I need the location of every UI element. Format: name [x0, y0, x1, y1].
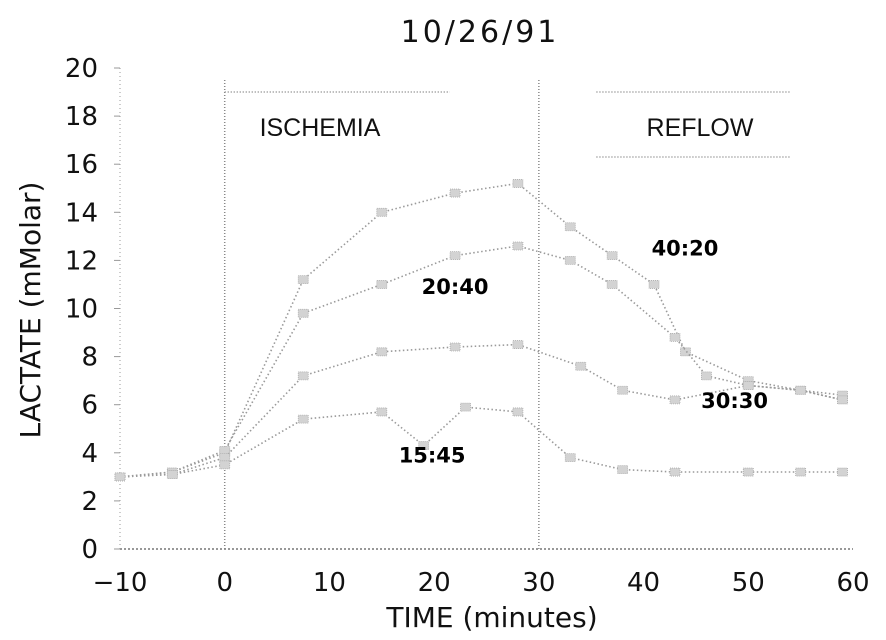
- y-tick-label: 20: [65, 54, 98, 84]
- data-point: [297, 371, 309, 381]
- y-tick-label: 4: [81, 439, 98, 469]
- data-point: [606, 251, 618, 260]
- data-point: [617, 385, 629, 395]
- y-tick-label: 0: [81, 535, 98, 565]
- data-point: [418, 441, 430, 450]
- data-point: [449, 188, 461, 198]
- y-tick-label: 8: [81, 343, 98, 373]
- data-point: [512, 340, 524, 349]
- y-tick-label: 16: [65, 150, 98, 180]
- data-point: [166, 470, 178, 479]
- y-tick-label: 6: [81, 391, 98, 421]
- data-point: [575, 361, 587, 371]
- x-tick-label: 10: [313, 568, 346, 598]
- x-tick-label: 20: [418, 568, 451, 598]
- series-label: 15:45: [399, 443, 466, 467]
- data-point: [297, 414, 309, 424]
- reflow-label: REFLOW: [647, 114, 754, 142]
- data-point: [114, 472, 126, 482]
- series-label: 40:20: [652, 237, 719, 261]
- y-axis-label: LACTATE (mMolar): [14, 182, 47, 439]
- data-point: [512, 179, 524, 188]
- data-point: [376, 280, 388, 289]
- data-point: [837, 395, 848, 405]
- x-tick-label: 0: [216, 568, 233, 598]
- x-tick-label: −10: [93, 568, 148, 598]
- data-point: [837, 467, 848, 477]
- data-point: [680, 347, 691, 357]
- data-point: [376, 207, 388, 217]
- data-point: [606, 280, 618, 289]
- data-point: [648, 280, 660, 289]
- x-axis-label: TIME (minutes): [385, 601, 597, 634]
- data-point: [512, 407, 524, 417]
- data-point: [449, 251, 461, 260]
- x-tick-label: 50: [732, 568, 765, 598]
- x-tick-label: 40: [627, 568, 660, 598]
- series-label: 30:30: [701, 389, 768, 413]
- data-point: [460, 402, 471, 412]
- data-point: [219, 453, 231, 463]
- data-point: [564, 222, 576, 232]
- data-point: [669, 467, 681, 477]
- data-point: [669, 395, 681, 405]
- data-point: [376, 407, 388, 417]
- data-point: [742, 467, 754, 477]
- x-tick-label: 60: [836, 568, 869, 598]
- data-point: [297, 308, 309, 318]
- chart-title: 10/26/91: [401, 15, 560, 50]
- data-point: [669, 332, 681, 342]
- data-point: [742, 381, 754, 390]
- data-point: [449, 342, 461, 352]
- y-tick-label: 12: [65, 246, 98, 276]
- series-line: [119, 406, 843, 478]
- data-point: [376, 347, 388, 357]
- series-line: [119, 182, 843, 478]
- data-point: [219, 460, 231, 470]
- y-tick-label: 14: [65, 198, 98, 228]
- series-line: [119, 245, 843, 478]
- data-point: [795, 385, 807, 395]
- data-point: [512, 241, 524, 251]
- data-point: [297, 275, 309, 285]
- series-label: 20:40: [422, 275, 489, 299]
- x-tick-label: 30: [522, 568, 555, 598]
- data-point: [617, 465, 629, 475]
- data-point: [564, 255, 576, 265]
- data-point: [701, 371, 712, 381]
- y-tick-label: 18: [65, 102, 98, 132]
- data-point: [564, 453, 576, 463]
- y-tick-label: 2: [81, 487, 98, 517]
- ischemia-label: ISCHEMIA: [260, 114, 381, 142]
- y-tick-label: 10: [65, 295, 98, 325]
- data-point: [795, 467, 807, 477]
